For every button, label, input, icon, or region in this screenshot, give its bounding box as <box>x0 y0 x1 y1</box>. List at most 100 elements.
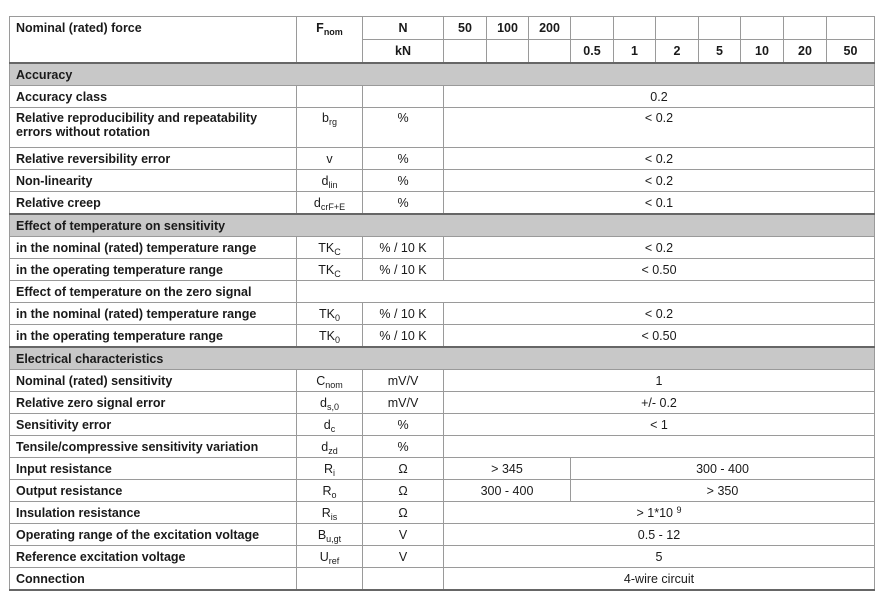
empty-cell <box>296 280 875 303</box>
parameter-symbol: Cnom <box>296 369 363 392</box>
parameter-label: Input resistance <box>9 457 297 480</box>
value-text: < 0.2 <box>644 111 674 125</box>
table-row: in the operating temperature range TK0% /… <box>9 324 875 348</box>
value-n-range: 300 - 400 <box>443 479 571 502</box>
empty-cell <box>528 39 571 64</box>
parameter-symbol: Ris <box>296 501 363 524</box>
parameter-value: < 0.50 <box>443 324 875 348</box>
n-value: 50 <box>443 16 487 40</box>
table-row: Reference excitation voltage Uref V 5 <box>9 545 875 568</box>
table-row: Connection 4-wire circuit <box>9 567 875 591</box>
symbol-base: TK <box>318 240 335 255</box>
kn-value: 10 <box>740 39 784 64</box>
parameter-value: 0.2 <box>443 85 875 108</box>
symbol-base: v <box>326 151 333 166</box>
parameter-label: Accuracy class <box>9 85 297 108</box>
empty-cell <box>783 16 827 40</box>
empty-cell <box>826 16 875 40</box>
parameter-label: Insulation resistance <box>9 501 297 524</box>
section-header: Effect of temperature on sensitivity <box>9 213 875 237</box>
parameter-unit: % <box>362 191 444 215</box>
parameter-symbol: TKC <box>296 258 363 281</box>
empty-cell <box>486 39 529 64</box>
empty-cell <box>613 16 656 40</box>
parameter-value: 4-wire circuit <box>443 567 875 591</box>
table-row: Insulation resistance Ris Ω > 1*10 9 <box>9 501 875 524</box>
parameter-symbol: Uref <box>296 545 363 568</box>
empty-cell <box>740 16 784 40</box>
value-text: 0.2 <box>650 89 668 104</box>
parameter-value: < 0.2 <box>443 236 875 259</box>
symbol-sub: c <box>330 423 336 434</box>
symbol-base: d <box>321 173 329 188</box>
value-text: < 0.2 <box>644 151 674 166</box>
parameter-label: Relative creep <box>9 191 297 215</box>
parameter-value: > 1*10 9 <box>443 501 875 524</box>
value-text: < 0.50 <box>641 328 677 343</box>
parameter-symbol: v <box>296 147 363 170</box>
parameter-unit: % <box>362 435 444 458</box>
table-row: Accuracy class 0.2 <box>9 85 875 108</box>
subsection-header: Effect of temperature on the zero signal <box>9 280 875 303</box>
symbol-sub: is <box>330 511 338 522</box>
kn-value: 1 <box>613 39 656 64</box>
value-text: > 1*10 <box>636 505 674 520</box>
header-symbol: Fnom <box>296 16 363 64</box>
symbol-base: R <box>323 461 334 476</box>
unit-n: N <box>362 16 444 40</box>
parameter-value: < 0.2 <box>443 169 875 192</box>
parameter-unit: V <box>362 545 444 568</box>
parameter-unit: Ω <box>362 479 444 502</box>
parameter-unit: % <box>362 413 444 436</box>
parameter-unit: % <box>362 169 444 192</box>
symbol-base: R <box>321 505 331 520</box>
table-row: Relative zero signal error ds,0 mV/V +/- 0.… <box>9 391 875 414</box>
parameter-symbol: TKC <box>296 236 363 259</box>
kn-value: 0.5 <box>570 39 614 64</box>
symbol-base: C <box>316 373 326 388</box>
n-value: 100 <box>486 16 529 40</box>
symbol-base: TK <box>319 306 335 321</box>
parameter-unit: Ω <box>362 457 444 480</box>
empty-cell <box>570 16 614 40</box>
parameter-value <box>443 435 875 458</box>
value-kn-range: 300 - 400 <box>570 457 875 480</box>
table-row: Tensile/compressive sensitivity variatio… <box>9 435 875 458</box>
kn-value: 20 <box>783 39 827 64</box>
table-row: in the nominal (rated) temperature range… <box>9 236 875 259</box>
table-row: Relative reversibility error v% < 0.2 <box>9 147 875 170</box>
parameter-unit: % / 10 K <box>362 258 444 281</box>
value-kn-range: > 350 <box>570 479 875 502</box>
parameter-label: Sensitivity error <box>9 413 297 436</box>
section-title: Electrical characteristics <box>9 346 875 370</box>
parameter-symbol: brg <box>296 107 363 148</box>
symbol-sub: C <box>334 268 341 279</box>
value-text: 4-wire circuit <box>623 571 695 586</box>
symbol-sub: zd <box>328 445 338 456</box>
value-text: 5 <box>655 549 663 564</box>
symbol-base: B <box>317 527 327 542</box>
parameter-label: Operating range of the excitation voltag… <box>9 523 297 546</box>
parameter-label: Relative reproducibility and repeatabili… <box>9 107 297 148</box>
symbol-sub: crF+E <box>320 201 346 212</box>
symbol-base: TK <box>319 328 335 343</box>
parameter-symbol: dc <box>296 413 363 436</box>
value-text: < 0.2 <box>644 240 674 255</box>
parameter-symbol: Bu,gt <box>296 523 363 546</box>
value-text: +/- 0.2 <box>641 395 677 410</box>
parameter-symbol: dzd <box>296 435 363 458</box>
parameter-unit: % / 10 K <box>362 324 444 348</box>
parameter-symbol: dlin <box>296 169 363 192</box>
header-label: Nominal (rated) force <box>9 16 297 64</box>
value-exponent: 9 <box>676 504 682 515</box>
symbol-sub: u,gt <box>326 533 342 544</box>
parameter-label: Output resistance <box>9 479 297 502</box>
symbol-sub: 0 <box>334 334 340 345</box>
parameter-value: < 1 <box>443 413 875 436</box>
table-row: in the operating temperature range TKC% /… <box>9 258 875 281</box>
parameter-label: in the nominal (rated) temperature range <box>9 302 297 325</box>
symbol-sub: o <box>331 489 337 500</box>
parameter-symbol: TK0 <box>296 302 363 325</box>
parameter-symbol: TK0 <box>296 324 363 348</box>
section-title: Effect of temperature on sensitivity <box>9 213 875 237</box>
